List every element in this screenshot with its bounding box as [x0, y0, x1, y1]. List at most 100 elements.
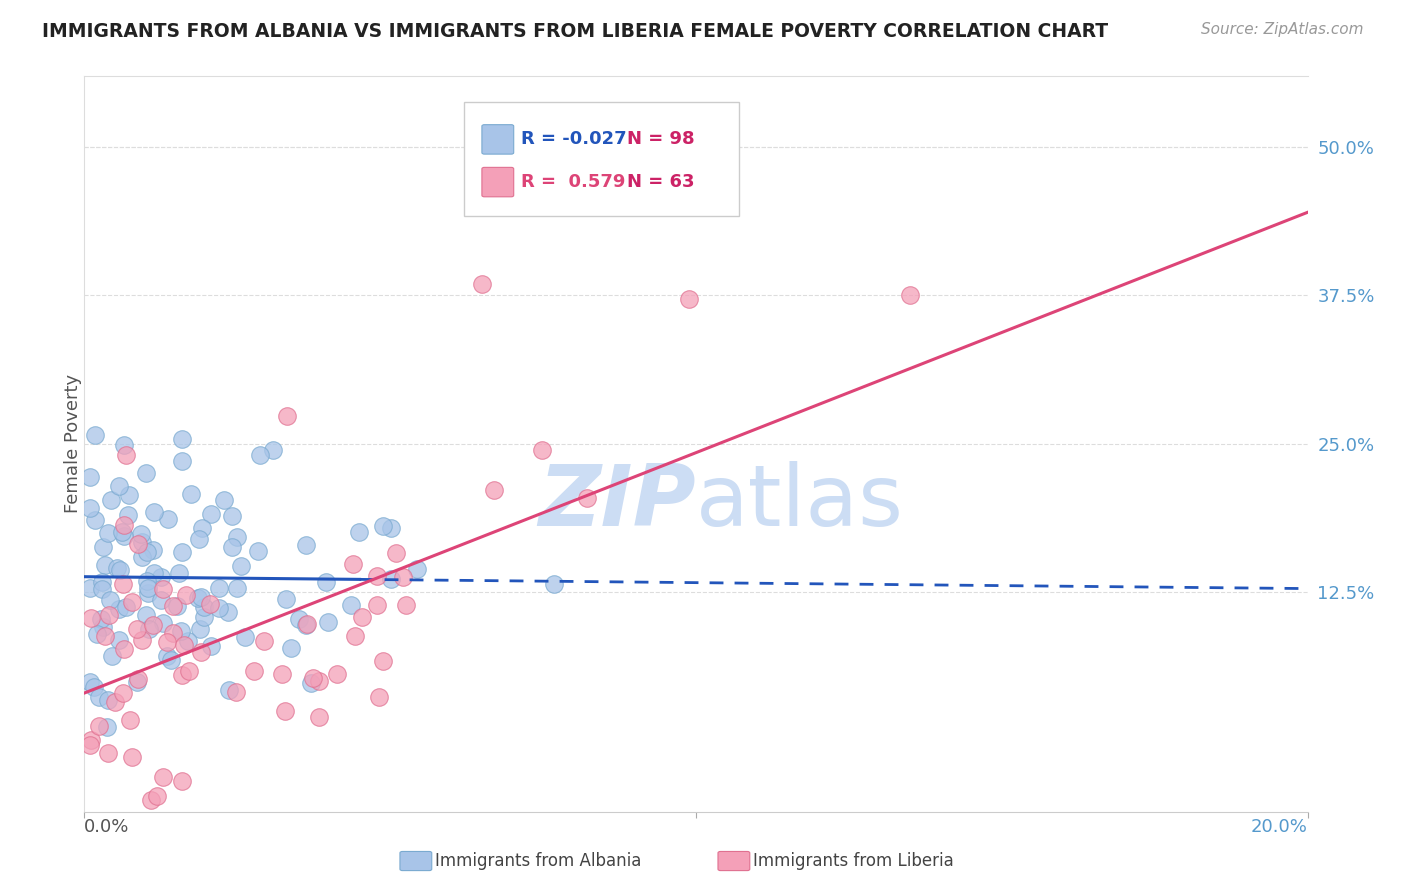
Text: Source: ZipAtlas.com: Source: ZipAtlas.com [1201, 22, 1364, 37]
Point [217, 605, 239, 619]
Point [371, 518, 394, 533]
Point [394, 599, 416, 613]
Text: 0.0%: 0.0% [84, 818, 129, 836]
Point [678, 292, 700, 306]
Point [112, 438, 135, 452]
Point [249, 448, 271, 462]
Text: R = -0.027: R = -0.027 [522, 130, 627, 148]
Point [142, 543, 165, 558]
Point [177, 664, 200, 678]
Point [295, 618, 318, 632]
Point [156, 648, 179, 663]
Point [366, 568, 388, 582]
Point [127, 675, 149, 690]
Point [308, 709, 330, 723]
Point [180, 487, 202, 501]
Text: N = 98: N = 98 [627, 130, 695, 148]
Point [716, 181, 738, 195]
Point [218, 683, 240, 698]
Point [229, 559, 252, 574]
Point [112, 528, 135, 542]
Point [107, 479, 129, 493]
Point [177, 634, 200, 648]
Point [253, 634, 276, 648]
Point [371, 654, 394, 668]
Point [94, 558, 117, 573]
Point [93, 541, 115, 555]
Point [83, 513, 105, 527]
Point [200, 639, 222, 653]
Point [385, 546, 408, 560]
Point [225, 530, 247, 544]
Point [83, 427, 105, 442]
Point [112, 642, 135, 657]
Point [97, 693, 120, 707]
Point [90, 612, 112, 626]
Point [233, 630, 256, 644]
Point [111, 686, 134, 700]
Point [142, 617, 165, 632]
Text: IMMIGRANTS FROM ALBANIA VS IMMIGRANTS FROM LIBERIA FEMALE POVERTY CORRELATION CH: IMMIGRANTS FROM ALBANIA VS IMMIGRANTS FR… [42, 22, 1108, 41]
Point [198, 597, 221, 611]
Point [79, 469, 101, 483]
Point [80, 732, 103, 747]
Text: 20.0%: 20.0% [1251, 818, 1308, 836]
Point [79, 738, 101, 752]
Point [471, 277, 494, 291]
Text: Immigrants from Albania: Immigrants from Albania [436, 852, 641, 870]
Text: N = 63: N = 63 [627, 173, 695, 191]
Point [325, 666, 347, 681]
Point [193, 599, 215, 614]
Point [347, 525, 370, 540]
Point [350, 610, 373, 624]
Point [97, 525, 120, 540]
Point [136, 585, 159, 599]
Point [225, 581, 247, 595]
Point [118, 488, 141, 502]
Point [193, 610, 215, 624]
Point [162, 625, 184, 640]
Point [366, 598, 388, 612]
Point [131, 534, 153, 549]
Point [246, 543, 269, 558]
Point [280, 640, 302, 655]
Point [79, 501, 101, 516]
FancyBboxPatch shape [482, 125, 513, 154]
Point [152, 615, 174, 630]
Text: R =  0.579: R = 0.579 [522, 173, 626, 191]
Point [104, 695, 127, 709]
Point [96, 720, 118, 734]
Point [274, 705, 297, 719]
Point [121, 595, 143, 609]
Point [172, 668, 194, 682]
Point [344, 629, 367, 643]
Point [167, 566, 190, 580]
Point [136, 581, 159, 595]
Point [170, 624, 193, 638]
Point [262, 442, 284, 457]
Point [100, 493, 122, 508]
Point [101, 648, 124, 663]
Point [91, 582, 114, 596]
Point [105, 560, 128, 574]
Point [83, 681, 105, 695]
Point [156, 635, 179, 649]
Point [127, 537, 149, 551]
Point [243, 664, 266, 678]
Point [136, 545, 159, 559]
Point [111, 525, 134, 540]
Point [98, 592, 121, 607]
Point [152, 770, 174, 784]
Point [208, 581, 231, 595]
Text: ZIP: ZIP [538, 461, 696, 544]
Point [190, 645, 212, 659]
Point [543, 577, 565, 591]
Point [115, 600, 138, 615]
Point [131, 549, 153, 564]
Point [162, 599, 184, 614]
Point [212, 493, 235, 508]
Y-axis label: Female Poverty: Female Poverty [65, 375, 82, 513]
Point [405, 562, 427, 576]
Point [138, 623, 160, 637]
Point [316, 615, 339, 629]
